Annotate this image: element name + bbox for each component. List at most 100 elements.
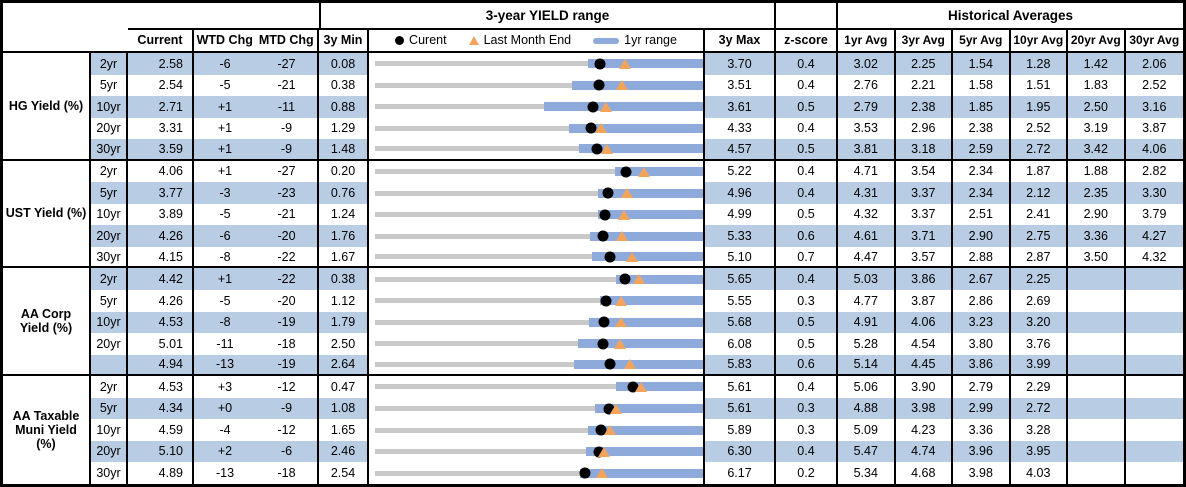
3y-max-value: 4.57: [705, 139, 776, 161]
historical-avg-value: 4.61: [838, 225, 896, 247]
historical-avg-value: 3.99: [1010, 354, 1068, 377]
3y-range-track: [375, 470, 701, 476]
yield-range-chart: [369, 290, 705, 312]
historical-avg-value: 3.96: [953, 440, 1011, 463]
historical-avg-value: [1068, 311, 1126, 334]
historical-avg-value: 3.90: [896, 376, 953, 398]
header-blank-left: [3, 3, 319, 28]
mtd-chg-value: -9: [256, 117, 319, 140]
historical-avg-value: 2.67: [953, 268, 1011, 291]
1yr-range-bar: [587, 59, 703, 69]
last-month-end-marker: [609, 403, 622, 414]
current-value: 4.26: [128, 290, 194, 312]
column-header-mtd: MTD Chg: [258, 33, 314, 48]
historical-avg-value: 3.42: [1068, 139, 1126, 161]
3y-max-value: 4.33: [705, 117, 776, 140]
wtd-chg-value: +2: [194, 440, 256, 463]
historical-avg-value: 1.88: [1068, 160, 1126, 183]
3y-min-value: 0.20: [319, 160, 369, 183]
tenor-label: 2yr: [91, 376, 128, 398]
legend-item-1yr-range: 1yr range: [593, 33, 677, 47]
3y-max-value: 3.51: [705, 74, 776, 97]
column-header-3y-min: 3y Min: [319, 28, 369, 53]
1yr-range-bar: [578, 144, 703, 154]
historical-avg-value: [1125, 440, 1183, 463]
historical-avg-value: 3.20: [1010, 311, 1068, 334]
historical-avg-value: 1.54: [953, 53, 1011, 75]
tenor-label: 10yr: [91, 203, 128, 226]
wtd-chg-value: +1: [194, 268, 256, 291]
3y-max-value: 3.70: [705, 53, 776, 75]
1yr-range-bar: [591, 252, 703, 262]
current-value: 4.59: [128, 419, 194, 441]
3y-max-value: 5.83: [705, 354, 776, 377]
historical-avg-value: 2.25: [1010, 268, 1068, 291]
wtd-chg-value: -5: [219, 207, 231, 222]
historical-avg-value: 3.37: [895, 182, 953, 204]
historical-avg-value: 2.87: [1010, 246, 1068, 269]
historical-avg-value: 4.47: [838, 246, 896, 269]
3y-max-value: 5.55: [705, 290, 776, 312]
legend-item-current: Curent: [395, 33, 447, 47]
3y-min-value: 2.54: [319, 462, 369, 484]
3y-range-track: [375, 190, 701, 196]
historical-avg-value: 2.21: [896, 74, 953, 97]
3y-range-track: [375, 125, 701, 131]
current-value: 2.71: [128, 96, 194, 118]
historical-avg-value: 3.80: [953, 333, 1011, 355]
3y-min-value: 1.29: [319, 117, 369, 140]
3y-max-value: 5.61: [705, 397, 776, 420]
yield-range-chart: [369, 96, 705, 118]
3y-range-track: [375, 406, 701, 412]
1yr-range-bar: [616, 274, 703, 284]
mtd-chg-value: -23: [256, 182, 319, 204]
historical-avg-value: 2.76: [838, 74, 896, 97]
mtd-chg-value: -11: [256, 96, 319, 118]
historical-avg-value: 1.87: [1011, 160, 1068, 183]
last-month-end-marker: [617, 209, 630, 220]
wtd-chg-value: +1: [194, 96, 256, 118]
historical-avg-value: 3.95: [1010, 440, 1068, 463]
historical-avg-value: 3.81: [838, 139, 896, 161]
historical-avg-value: [1068, 354, 1126, 377]
historical-avg-value: 2.34: [953, 160, 1011, 183]
historical-avg-value: 3.87: [896, 290, 953, 312]
3y-range-track: [375, 233, 701, 239]
z-score-value: 0.5: [776, 96, 838, 118]
historical-avg-value: 2.90: [1068, 203, 1126, 226]
historical-avg-value: 3.71: [895, 225, 953, 247]
historical-avg-value: 2.75: [1010, 225, 1068, 247]
historical-avg-value: 3.98: [953, 462, 1011, 484]
z-score-value: 0.6: [776, 354, 838, 377]
legend-range-label: 1yr range: [624, 33, 677, 48]
tenor-label: 20yr: [91, 225, 128, 247]
current-value: 4.53: [128, 311, 194, 334]
historical-avg-value: 2.52: [1011, 117, 1068, 140]
wtd-chg-value: +1: [217, 121, 233, 136]
historical-avg-value: [1068, 397, 1126, 420]
tenor-label: 5yr: [91, 397, 128, 420]
historical-avg-value: 4.06: [895, 311, 953, 334]
historical-avg-value: 2.52: [1142, 78, 1167, 93]
3y-min-value: 0.76: [319, 182, 369, 204]
3y-min-value: 1.76: [319, 225, 369, 247]
wtd-chg-value: -4: [219, 422, 231, 437]
historical-avg-value: 1.85: [953, 96, 1011, 118]
last-month-end-marker: [615, 80, 628, 91]
current-value: 5.01: [128, 333, 194, 355]
yield-range-chart: [369, 203, 705, 226]
3y-min-value: 1.79: [319, 311, 369, 334]
last-month-end-marker: [613, 338, 626, 349]
yield-range-chart: [369, 354, 705, 377]
wtd-chg-value: -11: [216, 336, 234, 351]
3y-range-track: [375, 341, 701, 347]
historical-avg-value: 2.90: [953, 225, 1011, 247]
legend-item-last-month-end: Last Month End: [468, 33, 571, 47]
1yr-range-bar: [586, 447, 703, 457]
historical-avg-value: [1125, 268, 1183, 291]
mtd-chg-value: -12: [256, 419, 319, 441]
3y-range-track: [375, 212, 701, 218]
yield-range-chart: [369, 246, 705, 269]
3y-min-value: 1.12: [319, 290, 369, 312]
last-month-end-marker: [614, 317, 627, 328]
